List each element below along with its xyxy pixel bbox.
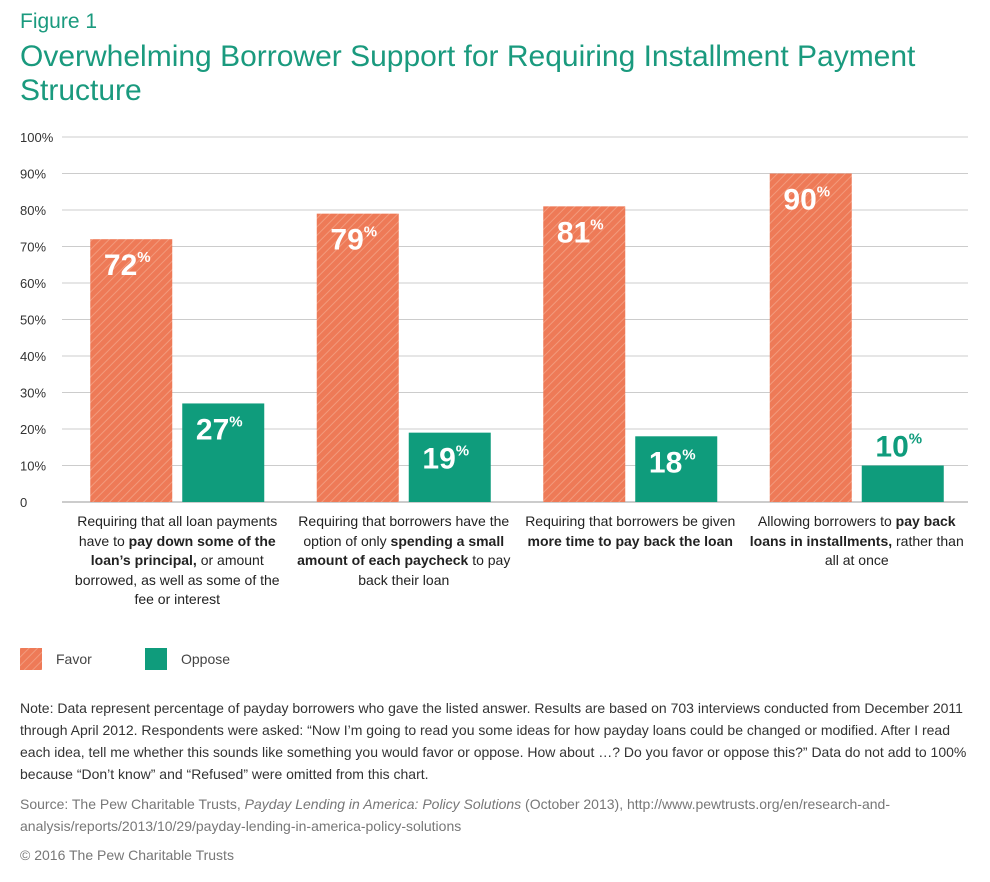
legend-oppose-label: Oppose	[181, 651, 230, 667]
y-tick-label: 70%	[20, 240, 46, 255]
source-publication: Payday Lending in America: Policy Soluti…	[245, 796, 522, 812]
bar-chart: 010%20%30%40%50%60%70%80%90%100% 72%27%7…	[0, 0, 990, 520]
y-tick-label: 60%	[20, 276, 46, 291]
bar-favor-3	[543, 206, 625, 502]
legend-favor-label: Favor	[56, 651, 92, 667]
legend-favor-swatch	[20, 648, 42, 670]
category-label-1: Requiring that all loan payments have to…	[67, 512, 287, 610]
y-tick-label: 40%	[20, 349, 46, 364]
category-label-3: Requiring that borrowers be given more t…	[520, 512, 740, 551]
y-tick-label: 20%	[20, 422, 46, 437]
y-tick-label: 10%	[20, 459, 46, 474]
y-tick-label: 90%	[20, 167, 46, 182]
y-tick-label: 50%	[20, 313, 46, 328]
y-tick-label: 30%	[20, 386, 46, 401]
legend-favor: Favor	[20, 648, 92, 670]
legend-oppose-swatch	[145, 648, 167, 670]
data-label-oppose-4: 10%	[875, 431, 922, 464]
legend-oppose: Oppose	[145, 648, 230, 670]
bar-favor-4	[770, 174, 852, 503]
bar-oppose-4	[862, 466, 944, 503]
category-label-2: Requiring that borrowers have the option…	[294, 512, 514, 590]
bar-favor-2	[317, 214, 399, 502]
source-text: Source: The Pew Charitable Trusts, Payda…	[20, 793, 970, 837]
y-tick-label: 100%	[20, 130, 54, 145]
source-prefix: Source: The Pew Charitable Trusts,	[20, 796, 245, 812]
copyright: © 2016 The Pew Charitable Trusts	[20, 847, 234, 863]
category-label-4: Allowing borrowers to pay back loans in …	[747, 512, 967, 571]
y-tick-label: 0	[20, 495, 27, 510]
y-tick-label: 80%	[20, 203, 46, 218]
note-text: Note: Data represent percentage of payda…	[20, 697, 970, 785]
